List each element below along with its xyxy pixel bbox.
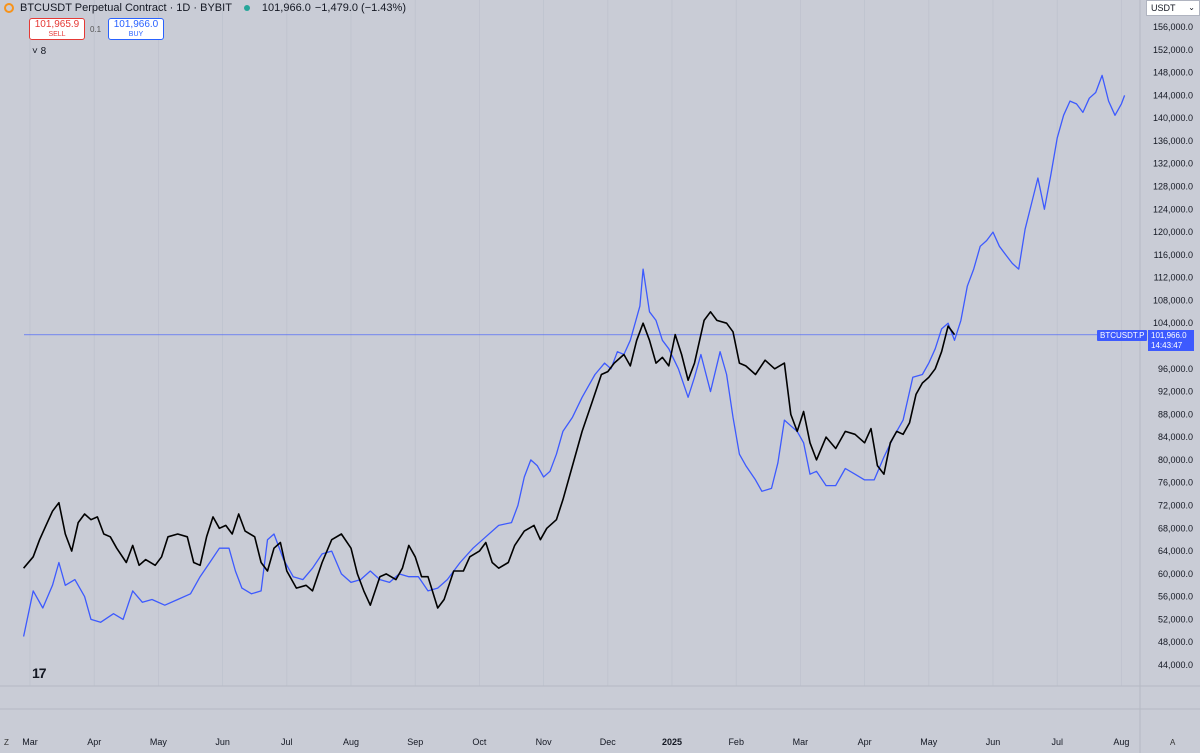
y-tick-label: 156,000.0 <box>1153 22 1193 32</box>
chevron-down-icon: ⌄ <box>1188 3 1195 12</box>
x-tick-label: May <box>920 737 938 747</box>
x-tick-label: May <box>150 737 168 747</box>
y-tick-label: 68,000.0 <box>1158 523 1193 533</box>
y-tick-label: 56,000.0 <box>1158 592 1193 602</box>
current-price-tag: 101,966.0 14:43:47 <box>1148 329 1194 351</box>
zoom-toggle[interactable]: Z <box>4 738 9 747</box>
y-tick-label: 52,000.0 <box>1158 614 1193 624</box>
y-tick-label: 84,000.0 <box>1158 432 1193 442</box>
y-tick-label: 128,000.0 <box>1153 182 1193 192</box>
price-change: −1,479.0 (−1.43%) <box>314 2 406 14</box>
y-tick-label: 92,000.0 <box>1158 387 1193 397</box>
x-tick-label: Dec <box>600 737 617 747</box>
y-tick-label: 60,000.0 <box>1158 569 1193 579</box>
x-tick-label: Jul <box>281 737 293 747</box>
x-tick-label: 2025 <box>662 737 682 747</box>
currency-label: USDT <box>1151 3 1176 13</box>
x-axis: Mar Apr May Jun Jul Aug Sep Oct Nov Dec 2025 Feb Mar… <box>22 737 1129 747</box>
y-tick-label: 112,000.0 <box>1154 273 1193 283</box>
y-tick-label: 64,000.0 <box>1158 546 1193 556</box>
grid <box>29 0 1122 686</box>
y-tick-label: 44,000.0 <box>1158 660 1193 670</box>
x-tick-label: Jul <box>1051 737 1063 747</box>
x-tick-label: Nov <box>536 737 553 747</box>
x-tick-label: Jun <box>215 737 230 747</box>
bar-countdown: 14:43:47 <box>1151 340 1183 350</box>
bitcoin-logo-icon <box>4 3 14 13</box>
y-tick-label: 104,000.0 <box>1153 318 1193 328</box>
symbol-price-label: BTCUSDT.P <box>1097 329 1148 341</box>
y-tick-label: 120,000.0 <box>1153 227 1193 237</box>
x-tick-label: Aug <box>343 737 359 747</box>
y-tick-label: 88,000.0 <box>1158 409 1193 419</box>
y-tick-label: 96,000.0 <box>1158 364 1193 374</box>
x-tick-label: Sep <box>407 737 423 747</box>
y-tick-label: 136,000.0 <box>1153 136 1193 146</box>
series-group <box>22 74 1126 637</box>
symbol-title[interactable]: BTCUSDT Perpetual Contract · 1D · BYBIT <box>20 2 232 14</box>
y-tick-label: 80,000.0 <box>1158 455 1193 465</box>
y-tick-label: 152,000.0 <box>1153 45 1193 55</box>
auto-scale-toggle[interactable]: A <box>1170 738 1176 747</box>
series-line-2 <box>22 311 956 609</box>
y-tick-label: 48,000.0 <box>1158 637 1193 647</box>
sell-label: SELL <box>48 31 66 38</box>
y-tick-label: 140,000.0 <box>1153 113 1193 123</box>
x-tick-label: Feb <box>728 737 744 747</box>
market-open-dot-icon <box>243 5 250 11</box>
currency-selector[interactable]: USDT ⌄ <box>1146 0 1200 16</box>
x-tick-label: Jun <box>986 737 1001 747</box>
x-tick-label: Mar <box>22 737 38 747</box>
y-tick-label: 124,000.0 <box>1153 204 1193 214</box>
x-tick-label: Aug <box>1113 737 1129 747</box>
y-tick-label: 144,000.0 <box>1153 90 1193 100</box>
sell-price: 101,965.9 <box>34 19 80 30</box>
sell-button[interactable]: 101,965.9 SELL <box>29 18 85 40</box>
y-tick-label: 148,000.0 <box>1153 68 1193 78</box>
buy-label: BUY <box>128 31 144 38</box>
y-tick-label: 108,000.0 <box>1153 295 1193 305</box>
x-tick-label: Mar <box>793 737 809 747</box>
last-price: 101,966.0 <box>261 2 311 14</box>
y-tick-label: 72,000.0 <box>1158 501 1193 511</box>
x-tick-label: Apr <box>858 737 872 747</box>
series-line-1 <box>22 74 1126 637</box>
spread-value: 0.1 <box>90 25 102 34</box>
y-tick-label: 116,000.0 <box>1154 250 1193 260</box>
buy-price: 101,966.0 <box>113 19 159 30</box>
tradingview-logo[interactable]: 17 <box>32 665 47 681</box>
x-tick-label: Apr <box>87 737 101 747</box>
y-tick-label: 76,000.0 <box>1158 478 1193 488</box>
y-tick-label: 132,000.0 <box>1153 159 1193 169</box>
current-price-value: 101,966.0 <box>1151 330 1187 340</box>
buy-button[interactable]: 101,966.0 BUY <box>108 18 164 40</box>
x-tick-label: Oct <box>472 737 487 747</box>
y-axis: 44,000.0 48,000.0 52,000.0 56,000.0 60,000.0… <box>1153 22 1193 670</box>
chart-header: BTCUSDT Perpetual Contract · 1D · BYBIT … <box>0 0 406 16</box>
indicators-collapse-toggle[interactable]: ˅ 8 <box>32 46 47 57</box>
